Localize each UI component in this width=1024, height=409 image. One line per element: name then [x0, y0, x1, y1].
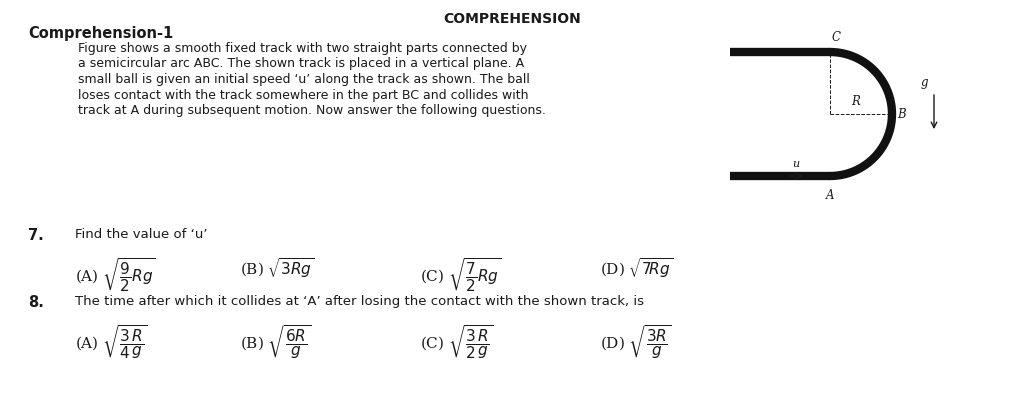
Text: u: u	[793, 159, 800, 169]
Text: C: C	[831, 31, 841, 44]
Text: A: A	[825, 189, 835, 202]
Text: (C) $\sqrt{\dfrac{7}{2}Rg}$: (C) $\sqrt{\dfrac{7}{2}Rg}$	[420, 255, 502, 293]
Text: loses contact with the track somewhere in the part BC and collides with: loses contact with the track somewhere i…	[78, 88, 528, 101]
Text: (D) $\sqrt{\dfrac{3R}{g}}$: (D) $\sqrt{\dfrac{3R}{g}}$	[600, 322, 672, 360]
Text: The time after which it collides at ‘A’ after losing the contact with the shown : The time after which it collides at ‘A’ …	[75, 294, 644, 307]
Text: (A) $\sqrt{\dfrac{9}{2}Rg}$: (A) $\sqrt{\dfrac{9}{2}Rg}$	[75, 255, 156, 293]
Text: B: B	[897, 108, 905, 121]
Text: (A) $\sqrt{\dfrac{3}{4}\dfrac{R}{g}}$: (A) $\sqrt{\dfrac{3}{4}\dfrac{R}{g}}$	[75, 322, 147, 360]
Text: (D) $\sqrt{7Rg}$: (D) $\sqrt{7Rg}$	[600, 255, 673, 279]
Text: (B) $\sqrt{3Rg}$: (B) $\sqrt{3Rg}$	[240, 255, 314, 279]
Text: a semicircular arc ABC. The shown track is placed in a vertical plane. A: a semicircular arc ABC. The shown track …	[78, 57, 524, 70]
Text: 8.: 8.	[28, 294, 44, 309]
Text: Comprehension-1: Comprehension-1	[28, 26, 173, 41]
Text: Find the value of ‘u’: Find the value of ‘u’	[75, 227, 208, 240]
Text: 7.: 7.	[28, 227, 44, 243]
Text: (B) $\sqrt{\dfrac{6R}{g}}$: (B) $\sqrt{\dfrac{6R}{g}}$	[240, 322, 311, 360]
Text: Figure shows a smooth fixed track with two straight parts connected by: Figure shows a smooth fixed track with t…	[78, 42, 527, 55]
Text: small ball is given an initial speed ‘u’ along the track as shown. The ball: small ball is given an initial speed ‘u’…	[78, 73, 529, 86]
Text: R: R	[852, 95, 860, 108]
Text: g: g	[921, 76, 928, 89]
Text: COMPREHENSION: COMPREHENSION	[443, 12, 581, 26]
Text: track at A during subsequent motion. Now answer the following questions.: track at A during subsequent motion. Now…	[78, 104, 546, 117]
Text: (C) $\sqrt{\dfrac{3}{2}\dfrac{R}{g}}$: (C) $\sqrt{\dfrac{3}{2}\dfrac{R}{g}}$	[420, 322, 494, 360]
